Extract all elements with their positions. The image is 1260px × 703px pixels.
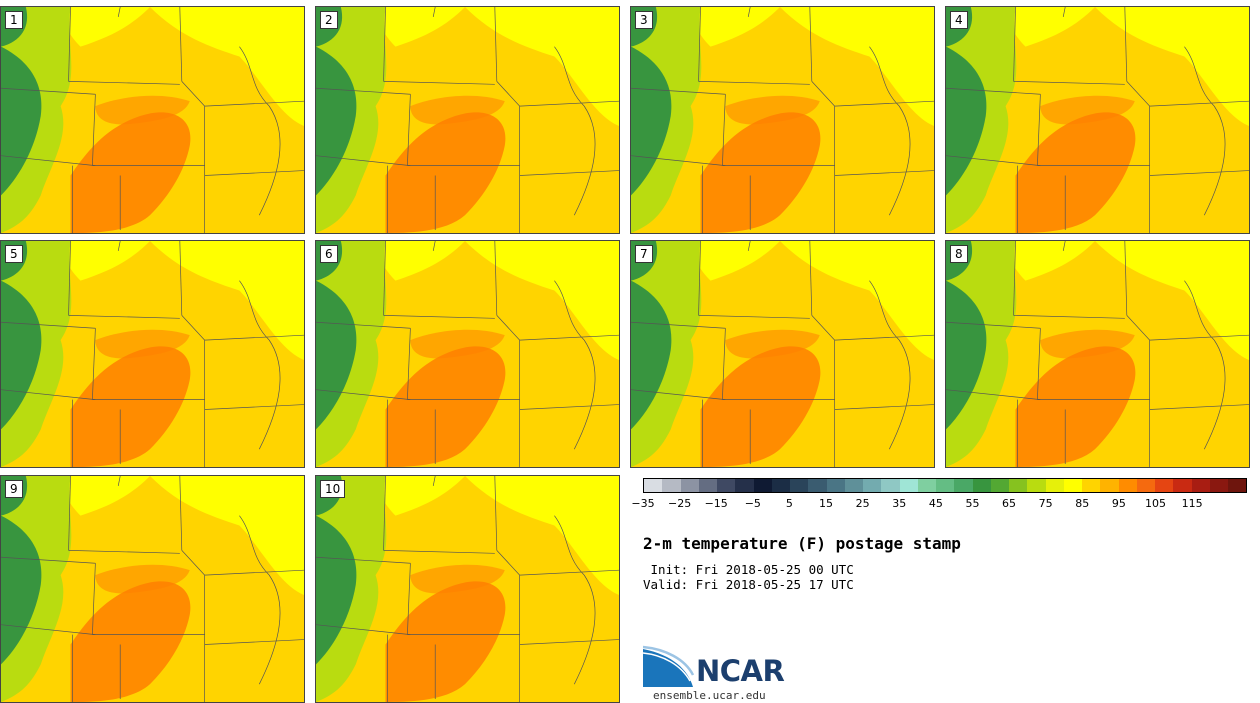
temperature-map bbox=[946, 7, 1249, 233]
member-label: 9 bbox=[5, 480, 23, 498]
colorbar-swatch bbox=[790, 479, 809, 492]
temperature-map bbox=[631, 241, 934, 467]
member-panel-4[interactable]: 4 bbox=[945, 6, 1250, 234]
colorbar-swatch bbox=[1009, 479, 1028, 492]
colorbar-tick-label: 115 bbox=[1181, 497, 1203, 510]
colorbar-tick-label: 75 bbox=[1038, 497, 1053, 510]
colorbar-swatch bbox=[954, 479, 973, 492]
colorbar-swatch bbox=[808, 479, 827, 492]
colorbar-swatch bbox=[1228, 479, 1247, 492]
temperature-map bbox=[316, 7, 619, 233]
ncar-logo-text: NCAR bbox=[696, 654, 785, 688]
colorbar-tick-label: 55 bbox=[965, 497, 980, 510]
colorbar-swatch bbox=[1045, 479, 1064, 492]
temperature-colorbar bbox=[643, 478, 1247, 493]
colorbar-tick-label: −15 bbox=[704, 497, 728, 510]
member-panel-9[interactable]: 9 bbox=[0, 475, 305, 703]
temperature-map bbox=[1, 241, 304, 467]
temperature-map bbox=[1, 7, 304, 233]
member-label: 1 bbox=[5, 11, 23, 29]
colorbar-swatch bbox=[1191, 479, 1210, 492]
member-panel-7[interactable]: 7 bbox=[630, 240, 935, 468]
member-panel-10[interactable]: 10 bbox=[315, 475, 620, 703]
colorbar-tick-label: 45 bbox=[928, 497, 943, 510]
member-panel-5[interactable]: 5 bbox=[0, 240, 305, 468]
colorbar-tick-label: 35 bbox=[892, 497, 907, 510]
colorbar-swatch bbox=[753, 479, 772, 492]
colorbar-swatch bbox=[1118, 479, 1137, 492]
colorbar-swatch bbox=[1063, 479, 1082, 492]
colorbar-tick-label: 15 bbox=[819, 497, 834, 510]
colorbar-swatch bbox=[1155, 479, 1174, 492]
colorbar-swatch bbox=[826, 479, 845, 492]
colorbar-swatch bbox=[1209, 479, 1228, 492]
colorbar-tick-label: −25 bbox=[667, 497, 692, 510]
temperature-map bbox=[316, 241, 619, 467]
colorbar-tick-label: 105 bbox=[1144, 497, 1166, 510]
ncar-logo-icon bbox=[643, 645, 695, 687]
colorbar-tick-label: 85 bbox=[1075, 497, 1090, 510]
member-label: 5 bbox=[5, 245, 23, 263]
valid-time: Valid: Fri 2018-05-25 17 UTC bbox=[643, 577, 854, 592]
plot-title: 2-m temperature (F) postage stamp bbox=[643, 534, 961, 553]
colorbar-swatch bbox=[698, 479, 717, 492]
colorbar-swatch bbox=[863, 479, 882, 492]
colorbar-tick-label: 95 bbox=[1111, 497, 1126, 510]
member-label: 8 bbox=[950, 245, 968, 263]
colorbar-swatch bbox=[990, 479, 1009, 492]
member-panel-6[interactable]: 6 bbox=[315, 240, 620, 468]
site-link[interactable]: ensemble.ucar.edu bbox=[653, 689, 766, 702]
colorbar-swatch bbox=[644, 479, 663, 492]
colorbar-tick-label: −5 bbox=[744, 497, 761, 510]
temperature-map bbox=[631, 7, 934, 233]
temperature-map bbox=[946, 241, 1249, 467]
member-panel-8[interactable]: 8 bbox=[945, 240, 1250, 468]
temperature-map bbox=[316, 476, 619, 702]
colorbar-swatch bbox=[1173, 479, 1192, 492]
colorbar-tick-label: 5 bbox=[785, 497, 793, 510]
colorbar-swatch bbox=[936, 479, 955, 492]
member-label: 7 bbox=[635, 245, 653, 263]
colorbar-swatch bbox=[662, 479, 681, 492]
temperature-map bbox=[1, 476, 304, 702]
colorbar-swatch bbox=[1100, 479, 1119, 492]
colorbar-swatch bbox=[771, 479, 790, 492]
colorbar-swatch bbox=[1027, 479, 1046, 492]
member-label: 10 bbox=[320, 480, 346, 498]
colorbar-swatch bbox=[881, 479, 900, 492]
member-panel-1[interactable]: 1 bbox=[0, 6, 305, 234]
member-label: 6 bbox=[320, 245, 338, 263]
colorbar-swatch bbox=[735, 479, 754, 492]
colorbar-swatch bbox=[1136, 479, 1155, 492]
colorbar-ticks: −35 −25 −15 −5 5 15 25 35 45 55 65 75 85 95 105 115 bbox=[631, 497, 1247, 513]
colorbar-tick-label: −35 bbox=[631, 497, 655, 510]
member-panel-2[interactable]: 2 bbox=[315, 6, 620, 234]
colorbar-swatch bbox=[972, 479, 991, 492]
colorbar-swatch bbox=[899, 479, 918, 492]
member-label: 4 bbox=[950, 11, 968, 29]
colorbar-tick-label: 65 bbox=[1002, 497, 1017, 510]
colorbar-swatch bbox=[717, 479, 736, 492]
member-panel-3[interactable]: 3 bbox=[630, 6, 935, 234]
colorbar-swatch bbox=[917, 479, 936, 492]
colorbar-tick-label: 25 bbox=[855, 497, 870, 510]
colorbar-swatch bbox=[1082, 479, 1101, 492]
member-label: 3 bbox=[635, 11, 653, 29]
init-time: Init: Fri 2018-05-25 00 UTC bbox=[643, 562, 854, 577]
colorbar-swatch bbox=[680, 479, 699, 492]
member-label: 2 bbox=[320, 11, 338, 29]
colorbar-swatch bbox=[844, 479, 863, 492]
